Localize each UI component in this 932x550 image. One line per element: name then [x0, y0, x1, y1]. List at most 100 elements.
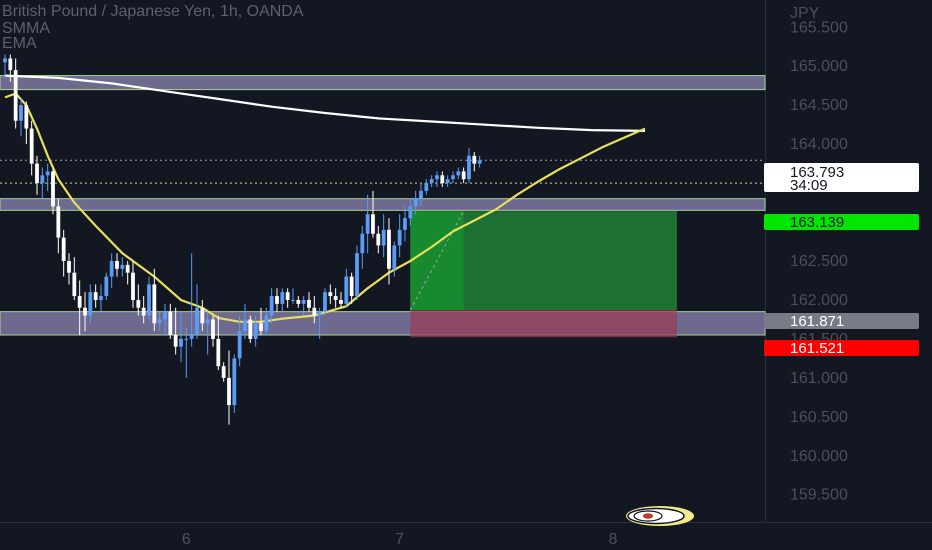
price-tick: 164.500 — [790, 97, 848, 114]
candle — [317, 307, 322, 339]
moving-averages — [4, 74, 646, 323]
candle-body — [371, 214, 375, 234]
candle — [67, 253, 71, 285]
replay-icon[interactable] — [626, 506, 694, 526]
candle — [163, 303, 167, 336]
candle-body — [456, 171, 461, 176]
candle-body — [195, 307, 199, 336]
candle-body — [45, 171, 50, 176]
candle-body — [323, 292, 327, 312]
candle — [328, 284, 333, 304]
candle — [381, 214, 386, 258]
candle-body — [376, 233, 381, 246]
candles — [3, 54, 482, 425]
price-axis[interactable]: JPY 165.500165.000164.500164.000163.5001… — [790, 5, 848, 504]
candle — [365, 194, 370, 254]
candle — [440, 171, 445, 187]
candle — [184, 327, 189, 378]
candle-body — [131, 272, 135, 300]
candle-body — [221, 366, 226, 378]
candle — [344, 268, 349, 308]
candle — [392, 241, 397, 277]
last-price-value: 163.793 — [790, 164, 844, 181]
target-price-value: 163.139 — [790, 214, 844, 231]
candle — [195, 284, 199, 339]
candle-body — [83, 307, 87, 316]
candle — [104, 272, 109, 300]
indicator-ema-label[interactable]: EMA — [2, 35, 37, 52]
smma-line — [4, 92, 646, 323]
candle-body — [8, 58, 13, 71]
candle-body — [232, 358, 237, 406]
candle — [387, 218, 391, 285]
candle — [99, 284, 103, 312]
candle — [376, 225, 381, 254]
candle-body — [205, 319, 210, 324]
candle — [339, 292, 343, 308]
candle — [13, 58, 18, 129]
time-tick: 6 — [182, 531, 191, 548]
entry-price-tag — [764, 313, 919, 329]
stop-zone — [410, 310, 677, 338]
candle — [275, 288, 279, 312]
candle — [296, 296, 301, 308]
candle — [333, 288, 338, 308]
indicator-smma-label[interactable]: SMMA — [2, 20, 50, 37]
candle-body — [120, 264, 125, 269]
candle-body — [56, 206, 61, 238]
candle — [141, 296, 146, 324]
currency-label: JPY — [790, 5, 820, 22]
stop-price-tag — [764, 340, 919, 356]
candle-body — [333, 296, 338, 300]
candle — [200, 299, 205, 332]
progress-line — [409, 210, 465, 311]
candle — [451, 171, 455, 184]
candle-body — [259, 323, 263, 332]
candle-body — [392, 245, 397, 269]
candle-body — [19, 105, 23, 121]
last-price-tag — [764, 163, 919, 192]
candle-body — [280, 292, 285, 304]
candle — [360, 225, 365, 269]
candle-body — [317, 311, 322, 316]
candle-body — [152, 284, 157, 324]
candle-body — [243, 319, 247, 332]
candle — [189, 253, 194, 347]
stop-price-value: 161.521 — [790, 340, 844, 357]
candle — [157, 311, 162, 332]
long-position-tool[interactable] — [0, 159, 765, 338]
candle-body — [445, 179, 450, 184]
candle-body — [312, 307, 317, 316]
ema-line — [4, 74, 646, 132]
candle — [435, 171, 439, 187]
candle — [216, 315, 221, 371]
candle-body — [173, 335, 178, 347]
candle-body — [227, 377, 231, 406]
candle — [93, 284, 98, 308]
candle — [136, 284, 141, 316]
candle — [280, 288, 285, 312]
candle — [269, 288, 274, 324]
candle-body — [387, 229, 391, 269]
candle-body — [51, 171, 55, 207]
candle — [152, 268, 157, 332]
candle-body — [291, 299, 295, 301]
candle-body — [264, 315, 269, 332]
price-tick: 160.000 — [790, 448, 848, 465]
candle-body — [24, 105, 29, 129]
candle — [408, 198, 413, 226]
candle — [227, 350, 231, 425]
candle-body — [141, 307, 146, 316]
candle — [323, 288, 327, 316]
target-price-tag — [764, 214, 919, 230]
candle — [61, 229, 66, 277]
candle-body — [168, 311, 173, 336]
candle — [429, 175, 434, 187]
candle-body — [61, 237, 66, 261]
time-axis[interactable]: 6 7 8 — [182, 531, 618, 548]
candle — [259, 307, 263, 336]
candle — [456, 167, 461, 180]
candle — [371, 190, 375, 238]
